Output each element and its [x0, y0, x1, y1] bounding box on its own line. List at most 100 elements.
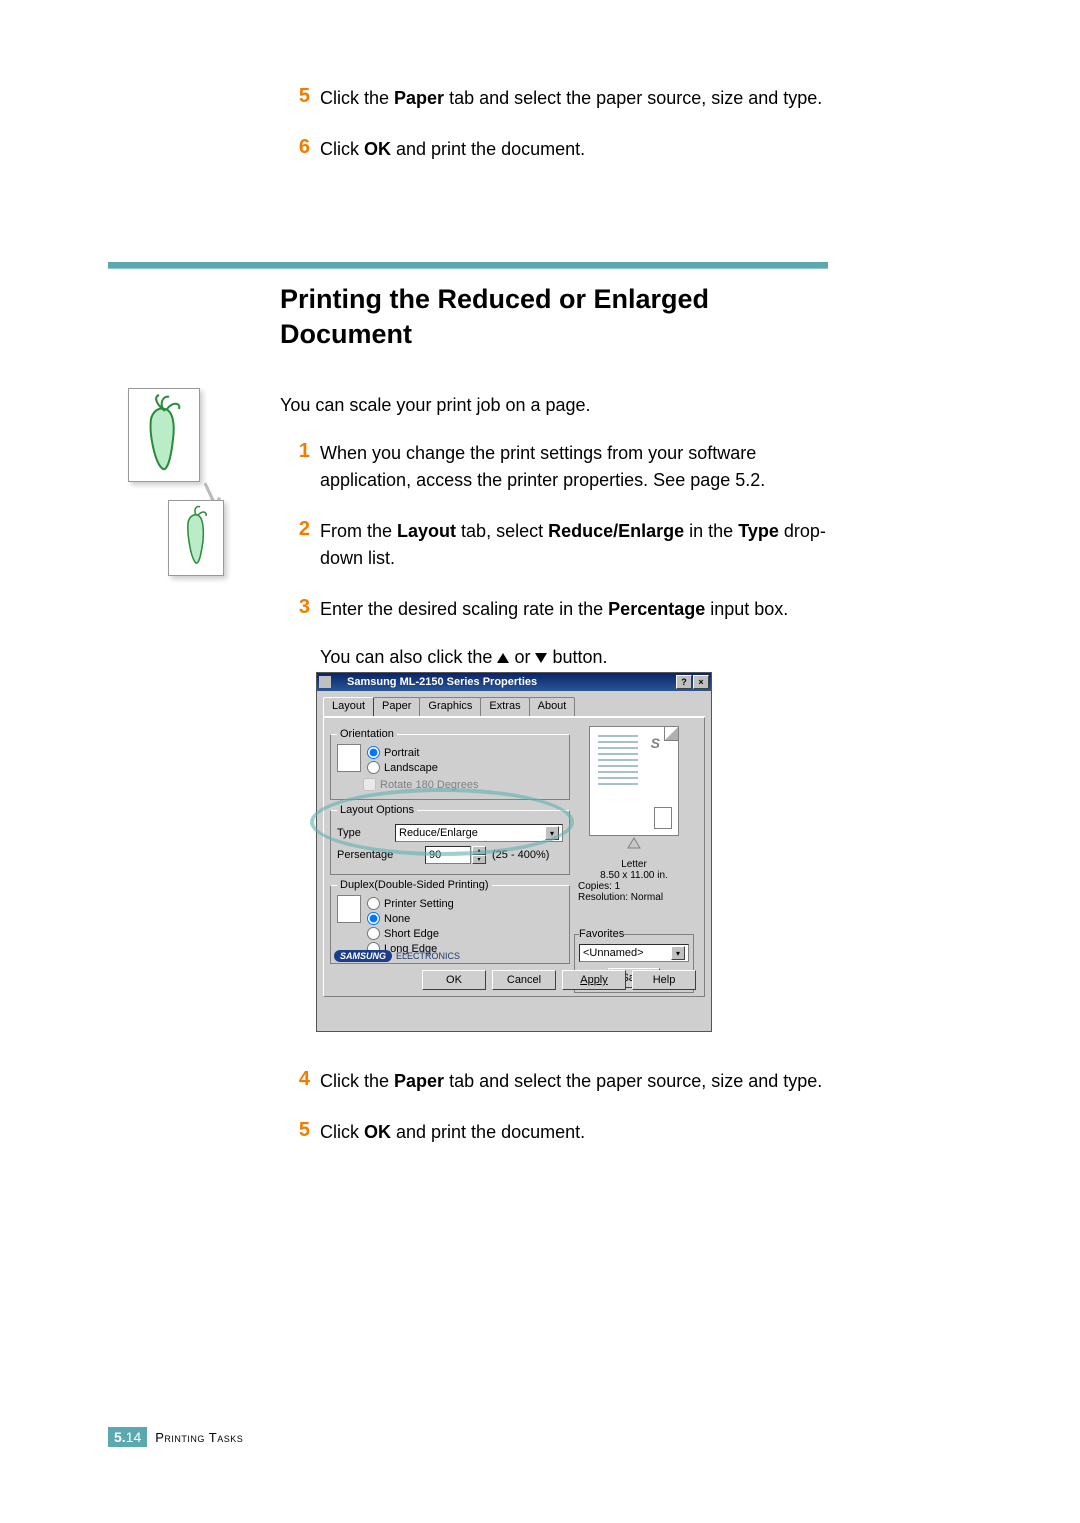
- text-fragment: You can also click the: [320, 647, 497, 667]
- help-button[interactable]: Help: [632, 970, 696, 990]
- step-number: 3: [280, 596, 310, 623]
- bold-fragment: Layout: [397, 521, 456, 541]
- mid-steps: 1 When you change the print settings fro…: [280, 440, 830, 680]
- radio-input[interactable]: [367, 746, 380, 759]
- step-number: 2: [280, 518, 310, 572]
- close-button[interactable]: ×: [693, 675, 709, 689]
- radio-label: Short Edge: [384, 928, 439, 940]
- radio-input[interactable]: [367, 897, 380, 910]
- chevron-down-icon[interactable]: ▾: [671, 946, 685, 960]
- step-4: 4 Click the Paper tab and select the pap…: [280, 1068, 830, 1095]
- step-number: 6: [280, 136, 310, 163]
- radio-label: Portrait: [384, 747, 419, 759]
- radio-portrait[interactable]: Portrait: [367, 746, 563, 759]
- preview-size: 8.50 x 11.00 in.: [578, 870, 690, 881]
- tabstrip: Layout Paper Graphics Extras About: [323, 697, 705, 717]
- tab-extras[interactable]: Extras: [480, 697, 529, 716]
- layout-panel: Orientation Portrait Landscape Rotate 18…: [323, 717, 705, 997]
- step-text: Enter the desired scaling rate in the Pe…: [320, 596, 788, 623]
- step-number: 4: [280, 1068, 310, 1095]
- radio-label: None: [384, 913, 410, 925]
- bold-fragment: OK: [364, 139, 391, 159]
- radio-input[interactable]: [367, 927, 380, 940]
- bold-fragment: Type: [738, 521, 779, 541]
- intro-text: You can scale your print job on a page.: [280, 395, 830, 416]
- cancel-button[interactable]: Cancel: [492, 970, 556, 990]
- section-divider-line: [108, 268, 828, 269]
- favorites-select[interactable]: <Unnamed> ▾: [579, 944, 689, 962]
- illustration-small-page: [168, 500, 224, 576]
- text-fragment: tab, select: [456, 521, 548, 541]
- radio-input[interactable]: [367, 912, 380, 925]
- help-button[interactable]: ?: [676, 675, 692, 689]
- step-5-top: 5 Click the Paper tab and select the pap…: [280, 85, 830, 112]
- tab-layout[interactable]: Layout: [323, 697, 374, 716]
- step-text: Click the Paper tab and select the paper…: [320, 1068, 822, 1095]
- radio-landscape[interactable]: Landscape: [367, 761, 563, 774]
- ok-button[interactable]: OK: [422, 970, 486, 990]
- highlight-ellipse: [310, 788, 574, 856]
- dialog-body: Layout Paper Graphics Extras About Orien…: [317, 691, 711, 1031]
- preview-meta: Letter 8.50 x 11.00 in. Copies: 1 Resolu…: [574, 859, 694, 903]
- bold-fragment: Reduce/Enlarge: [548, 521, 684, 541]
- tab-about[interactable]: About: [529, 697, 576, 716]
- step-text: Click the Paper tab and select the paper…: [320, 85, 822, 112]
- page-number: 14: [126, 1429, 142, 1445]
- step-text: From the Layout tab, select Reduce/Enlar…: [320, 518, 830, 572]
- text-fragment: Click: [320, 139, 364, 159]
- preview-mini-page: [654, 807, 672, 829]
- radio-label: Landscape: [384, 762, 438, 774]
- step-2: 2 From the Layout tab, select Reduce/Enl…: [280, 518, 830, 572]
- titlebar: Samsung ML-2150 Series Properties ? ×: [317, 673, 711, 691]
- text-fragment: tab and select the paper source, size an…: [444, 88, 822, 108]
- bold-fragment: Paper: [394, 88, 444, 108]
- arrow-up-icon: [574, 836, 694, 850]
- samsung-logo: SAMSUNG: [334, 950, 392, 962]
- step-5: 5 Click OK and print the document.: [280, 1119, 830, 1146]
- printer-icon: [319, 676, 331, 688]
- radio-printer-setting[interactable]: Printer Setting: [367, 897, 563, 910]
- preview-pane: S Letter 8.50 x 11.00 in. Copies: 1 Reso…: [574, 726, 694, 903]
- duplex-legend: Duplex(Double-Sided Printing): [337, 879, 492, 891]
- radio-input[interactable]: [367, 761, 380, 774]
- bold-fragment: Paper: [394, 1071, 444, 1091]
- illustration-large-page: [128, 388, 200, 482]
- orientation-icon: [337, 744, 361, 772]
- preview-resolution: Resolution: Normal: [578, 892, 690, 903]
- triangle-down-icon: [535, 653, 547, 663]
- text-fragment: tab and select the paper source, size an…: [444, 1071, 822, 1091]
- text-fragment: and print the document.: [391, 139, 585, 159]
- preview-copies: Copies: 1: [578, 881, 690, 892]
- apply-button[interactable]: Apply: [562, 970, 626, 990]
- step-number: 5: [280, 85, 310, 112]
- tab-paper[interactable]: Paper: [373, 697, 420, 716]
- step-number: 5: [280, 1119, 310, 1146]
- checkbox-input[interactable]: [363, 778, 376, 791]
- section-heading: Printing the Reduced or Enlarged Documen…: [280, 282, 830, 352]
- text-fragment: Click the: [320, 1071, 394, 1091]
- text-fragment: Click: [320, 1122, 364, 1142]
- text-fragment: Enter the desired scaling rate in the: [320, 599, 608, 619]
- text-fragment: From the: [320, 521, 397, 541]
- radio-short-edge[interactable]: Short Edge: [367, 927, 563, 940]
- bold-fragment: OK: [364, 1122, 391, 1142]
- page-footer: 5.14 Printing Tasks: [108, 1427, 243, 1447]
- text-fragment: input box.: [705, 599, 788, 619]
- step-1: 1 When you change the print settings fro…: [280, 440, 830, 494]
- step-6-top: 6 Click OK and print the document.: [280, 136, 830, 163]
- preview-page: S: [589, 726, 679, 836]
- spin-down-icon[interactable]: ▾: [472, 855, 486, 864]
- text-fragment: in the: [684, 521, 738, 541]
- brand-subtext: ELECTRONICS: [396, 951, 460, 961]
- footer-badge: 5.14: [108, 1427, 147, 1447]
- triangle-up-icon: [497, 653, 509, 663]
- radio-none[interactable]: None: [367, 912, 563, 925]
- bold-fragment: Percentage: [608, 599, 705, 619]
- radio-label: Printer Setting: [384, 898, 454, 910]
- dialog-buttons: OK Cancel Apply Help: [324, 970, 704, 990]
- dialog-title: Samsung ML-2150 Series Properties: [333, 676, 675, 688]
- watermark-s: S: [651, 735, 660, 751]
- chapter-number: 5.: [114, 1429, 126, 1445]
- tab-graphics[interactable]: Graphics: [419, 697, 481, 716]
- text-fragment: or: [509, 647, 535, 667]
